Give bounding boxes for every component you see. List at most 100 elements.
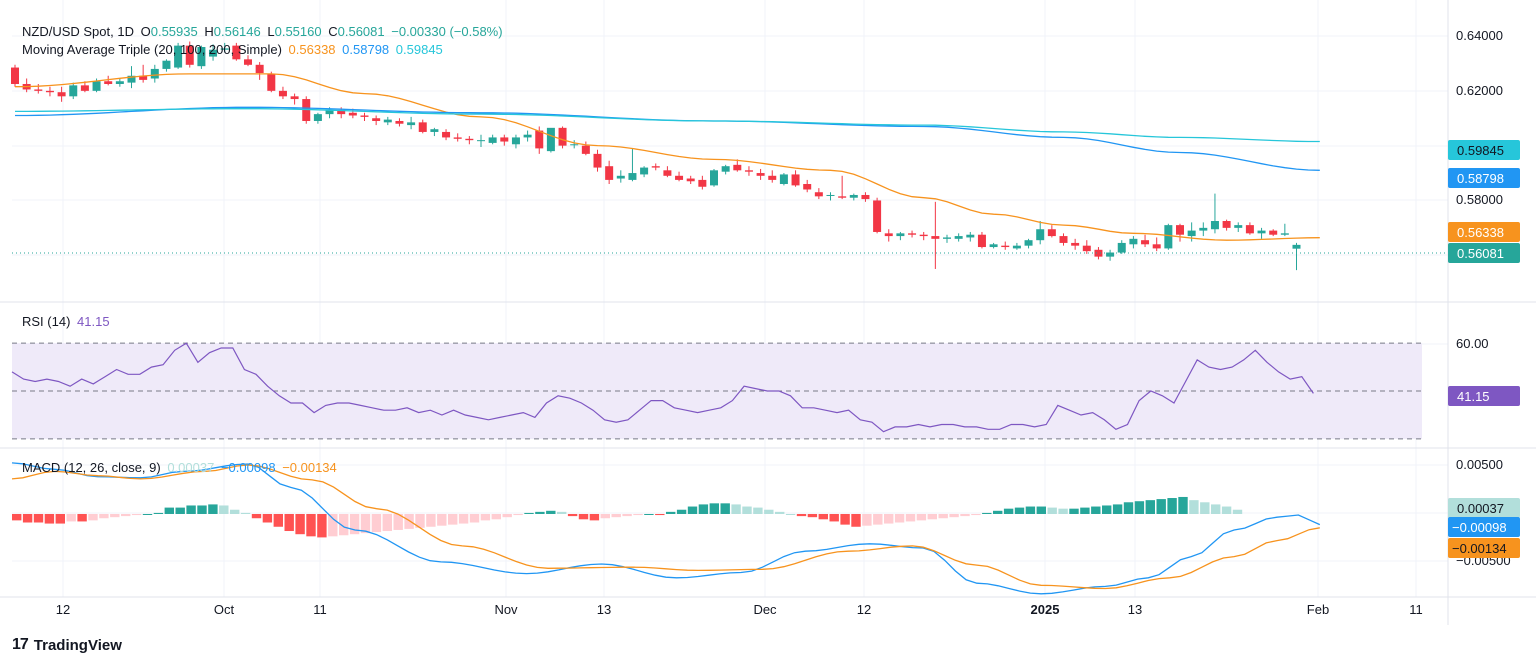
candle-body xyxy=(1234,225,1243,228)
candle-body xyxy=(710,170,718,186)
rsi-series-line xyxy=(11,342,1314,433)
ma200-line xyxy=(15,108,1320,143)
candle-body xyxy=(150,68,159,79)
x-tick-label: 11 xyxy=(313,602,327,617)
candle-body xyxy=(372,118,381,121)
ma100-value: 0.58798 xyxy=(342,42,390,57)
macd-histogram-bar xyxy=(295,513,305,535)
symbol-label: NZD/USD Spot, 1D xyxy=(22,24,134,39)
time-axis[interactable]: 12 Oct 11 Nov 13 Dec 12 2025 13 Feb 11 xyxy=(56,602,1423,617)
candle-body xyxy=(1199,227,1208,231)
macd-histogram-bar xyxy=(894,513,905,523)
candle-body xyxy=(1141,240,1150,245)
candle-body xyxy=(80,85,89,91)
candle-body xyxy=(1176,225,1184,235)
macd-histogram-bar xyxy=(426,513,436,527)
candle-body xyxy=(418,122,427,132)
candle-body xyxy=(197,46,206,67)
high-value: 0.56146 xyxy=(213,24,261,39)
candle-body xyxy=(756,173,765,176)
macd-histogram-bar xyxy=(1221,506,1232,514)
macd-histogram-bar xyxy=(927,513,937,520)
candle-body xyxy=(465,138,474,141)
candle-body xyxy=(698,179,707,187)
macd-histogram-bar xyxy=(44,513,55,524)
candle-body xyxy=(908,233,917,235)
candle-body xyxy=(127,75,136,83)
last-price-badge-value: 0.56081 xyxy=(1457,246,1504,261)
candle-body xyxy=(826,194,835,196)
candle-body xyxy=(1152,244,1161,249)
macd-legend[interactable]: MACD (12, 26, close, 9) 0.00037 −0.00098… xyxy=(22,460,340,476)
macd-badge-value: −0.00098 xyxy=(1452,520,1507,535)
x-tick-label: Oct xyxy=(214,602,235,617)
macd-histogram-bar xyxy=(557,511,567,514)
price-axis[interactable]: 0.64000 0.62000 0.58000 60.00 0.00500 −0… xyxy=(1456,28,1511,568)
candle-body xyxy=(977,234,986,248)
ma-legend[interactable]: Moving Average Triple (20, 100, 200, Sim… xyxy=(22,42,446,58)
candle-body xyxy=(884,233,893,237)
x-tick-label: 12 xyxy=(56,602,70,617)
x-tick-label: 13 xyxy=(1128,602,1142,617)
macd-histogram-bar xyxy=(186,505,196,514)
macd-histogram-bar xyxy=(240,512,251,514)
macd-histogram-bar xyxy=(55,513,65,524)
macd-histogram-bar xyxy=(818,513,828,520)
macd-histogram-bar xyxy=(1047,507,1057,514)
macd-badge: −0.00098 xyxy=(1448,517,1520,537)
macd-histogram-bar xyxy=(121,513,131,517)
macd-histogram-bar xyxy=(851,513,861,527)
rsi-label: RSI (14) xyxy=(22,314,71,329)
candle-body xyxy=(721,166,730,172)
macd-histogram-bar xyxy=(600,513,610,519)
macd-histogram-bar xyxy=(982,512,992,514)
candle-body xyxy=(488,137,497,143)
candle-body xyxy=(511,137,520,145)
macd-histogram-bar xyxy=(99,513,109,519)
candle-body xyxy=(395,120,404,124)
candle-body xyxy=(45,90,54,93)
candle-body xyxy=(69,85,78,97)
macd-histogram-bar xyxy=(1003,508,1014,514)
candle-body xyxy=(1047,229,1056,237)
candle-body xyxy=(1094,249,1103,257)
main-legend[interactable]: NZD/USD Spot, 1D O0.55935 H0.56146 L0.55… xyxy=(22,24,506,40)
open-label: O xyxy=(140,24,151,39)
candle-body xyxy=(220,48,229,50)
candle-body xyxy=(115,81,124,84)
macd-histogram-bar xyxy=(164,507,174,514)
macd-histogram-bar xyxy=(1102,505,1112,514)
rsi-legend[interactable]: RSI (14) 41.15 xyxy=(22,314,113,330)
rsi-line xyxy=(11,342,1314,433)
macd-histogram-bar xyxy=(993,510,1003,514)
y-tick-label: 0.58000 xyxy=(1456,192,1503,207)
candle-body xyxy=(523,134,532,138)
macd-histogram-bar xyxy=(1069,508,1079,514)
x-tick-label: Nov xyxy=(494,602,518,617)
macd-histogram-bar xyxy=(1145,500,1155,514)
high-label: H xyxy=(204,24,214,39)
signal-badge: −0.00134 xyxy=(1448,538,1520,558)
candle-body xyxy=(1059,236,1068,243)
candle-body xyxy=(546,127,555,152)
macd-histogram-bar xyxy=(1167,498,1177,514)
signal-value: −0.00134 xyxy=(282,460,337,475)
ma200-badge-value: 0.59845 xyxy=(1457,143,1504,158)
macd-histogram-bar xyxy=(666,511,676,514)
macd-histogram-bar xyxy=(251,513,262,519)
tradingview-watermark[interactable]: 17 TradingView xyxy=(12,636,122,654)
candle-body xyxy=(1245,225,1254,234)
candle-body xyxy=(1269,230,1278,235)
candle-body xyxy=(838,196,847,198)
candle-body xyxy=(1280,233,1289,235)
macd-histogram-bar xyxy=(197,505,207,514)
macd-histogram-bar xyxy=(502,513,512,518)
macd-histogram-bar xyxy=(273,513,283,527)
macd-histogram-bar xyxy=(1014,507,1025,514)
macd-histogram-bar xyxy=(1091,506,1101,514)
macd-label: MACD (12, 26, close, 9) xyxy=(22,460,161,475)
macd-histogram-bar xyxy=(415,513,425,528)
candle-body xyxy=(325,110,334,115)
candle-body xyxy=(430,129,439,132)
